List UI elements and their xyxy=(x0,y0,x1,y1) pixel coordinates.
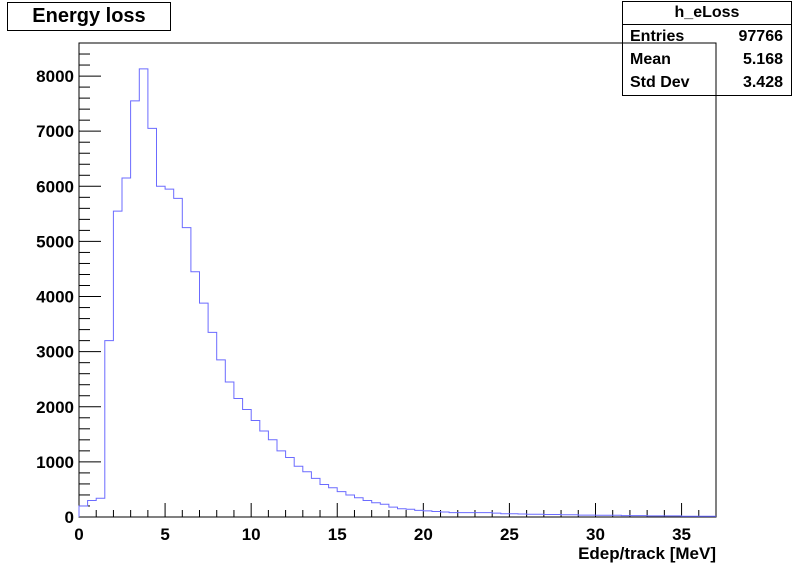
stats-label: Entries xyxy=(630,27,685,45)
y-tick-label: 1000 xyxy=(36,453,74,472)
stats-label: Mean xyxy=(630,50,671,68)
y-tick-label: 4000 xyxy=(36,288,74,307)
stats-box: h_eLoss Entries 97766 Mean 5.168 Std Dev… xyxy=(622,1,792,96)
x-axis-label: Edep/track [MeV] xyxy=(578,544,716,563)
stats-value: 97766 xyxy=(738,27,784,45)
y-axis: 0 1000 2000 3000 4000 5000 6000 7000 8000 xyxy=(36,42,101,527)
x-tick-label: 35 xyxy=(672,525,691,544)
y-tick-label: 3000 xyxy=(36,343,74,362)
stats-row-stddev: Std Dev 3.428 xyxy=(623,71,791,94)
x-tick-label: 25 xyxy=(500,525,519,544)
chart-title: Energy loss xyxy=(7,2,171,31)
x-axis: 0 5 10 15 20 25 30 35 xyxy=(74,503,717,544)
x-tick-label: 15 xyxy=(328,525,347,544)
y-tick-label: 5000 xyxy=(36,232,74,251)
y-tick-label: 0 xyxy=(65,508,74,527)
y-tick-label: 2000 xyxy=(36,398,74,417)
stats-value: 3.428 xyxy=(742,73,783,91)
y-tick-label: 8000 xyxy=(36,67,74,86)
histogram-line xyxy=(78,68,716,517)
stats-row-mean: Mean 5.168 xyxy=(623,48,791,71)
x-tick-label: 20 xyxy=(414,525,433,544)
plot-frame xyxy=(78,42,717,518)
x-tick-label: 5 xyxy=(160,525,169,544)
x-tick-label: 30 xyxy=(586,525,605,544)
stats-row-entries: Entries 97766 xyxy=(623,25,791,48)
x-tick-label: 10 xyxy=(242,525,261,544)
y-tick-label: 6000 xyxy=(36,177,74,196)
x-tick-label: 0 xyxy=(74,525,83,544)
stats-label: Std Dev xyxy=(630,73,690,91)
stats-histogram-name: h_eLoss xyxy=(623,2,791,25)
y-tick-label: 7000 xyxy=(36,122,74,141)
stats-value: 5.168 xyxy=(742,50,783,68)
